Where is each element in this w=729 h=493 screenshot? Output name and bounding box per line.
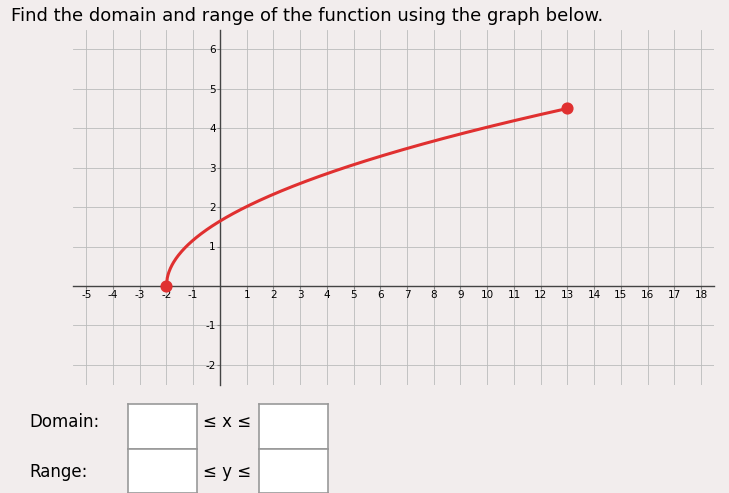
Text: Range:: Range: xyxy=(29,463,87,481)
Text: ≤ y ≤: ≤ y ≤ xyxy=(203,463,251,481)
Text: ≤ x ≤: ≤ x ≤ xyxy=(203,413,251,430)
Text: Find the domain and range of the function using the graph below.: Find the domain and range of the functio… xyxy=(11,7,603,26)
Point xyxy=(561,105,573,112)
Text: Domain:: Domain: xyxy=(29,413,99,430)
Point xyxy=(160,282,172,290)
